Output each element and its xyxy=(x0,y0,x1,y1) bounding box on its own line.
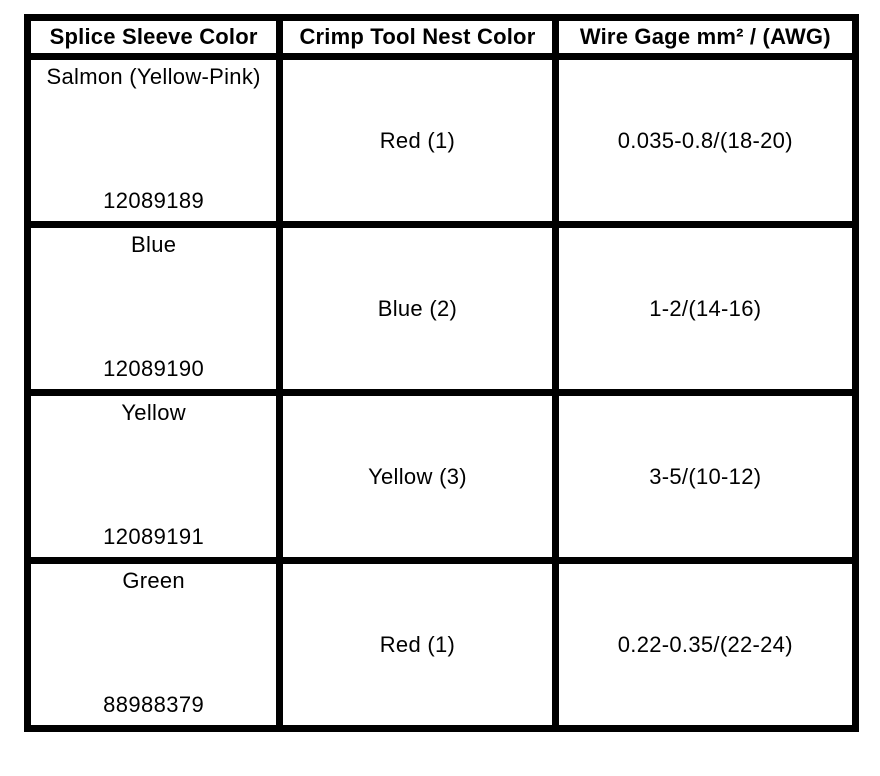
splice-sleeve-crimp-table: Splice Sleeve Color Crimp Tool Nest Colo… xyxy=(23,14,860,732)
sleeve-color-name: Salmon (Yellow-Pink) xyxy=(46,64,261,89)
sleeve-color-name: Green xyxy=(122,568,185,593)
part-number: 88988379 xyxy=(103,692,205,717)
sleeve-color-name: Blue xyxy=(131,232,177,257)
cell-wire-gage: 1-2/(14-16) xyxy=(551,221,860,396)
cell-sleeve-color: Blue 12089190 xyxy=(23,221,284,396)
table-row: Blue 12089190 Blue (2) 1-2/(14-16) xyxy=(23,221,860,396)
column-header-splice-sleeve-color: Splice Sleeve Color xyxy=(23,14,284,60)
cell-nest-color: Yellow (3) xyxy=(276,389,559,564)
sleeve-cell-stack: Blue 12089190 xyxy=(35,232,273,386)
sleeve-color-name: Yellow xyxy=(121,400,186,425)
cell-sleeve-color: Salmon (Yellow-Pink) 12089189 xyxy=(23,53,284,228)
part-number: 12089189 xyxy=(103,188,205,213)
cell-sleeve-color: Green 88988379 xyxy=(23,557,284,732)
cell-nest-color: Blue (2) xyxy=(276,221,559,396)
cell-wire-gage: 0.22-0.35/(22-24) xyxy=(551,557,860,732)
column-header-crimp-tool-nest-color: Crimp Tool Nest Color xyxy=(276,14,559,60)
table-row: Yellow 12089191 Yellow (3) 3-5/(10-12) xyxy=(23,389,860,564)
sleeve-cell-stack: Yellow 12089191 xyxy=(35,400,273,554)
table-row: Salmon (Yellow-Pink) 12089189 Red (1) 0.… xyxy=(23,53,860,228)
part-number: 12089191 xyxy=(103,524,205,549)
cell-nest-color: Red (1) xyxy=(276,557,559,732)
column-header-wire-gage: Wire Gage mm² / (AWG) xyxy=(551,14,860,60)
sleeve-cell-stack: Salmon (Yellow-Pink) 12089189 xyxy=(35,64,273,218)
cell-wire-gage: 0.035-0.8/(18-20) xyxy=(551,53,860,228)
cell-wire-gage: 3-5/(10-12) xyxy=(551,389,860,564)
part-number: 12089190 xyxy=(103,356,205,381)
cell-sleeve-color: Yellow 12089191 xyxy=(23,389,284,564)
header-row: Splice Sleeve Color Crimp Tool Nest Colo… xyxy=(23,14,860,60)
table-row: Green 88988379 Red (1) 0.22-0.35/(22-24) xyxy=(23,557,860,732)
cell-nest-color: Red (1) xyxy=(276,53,559,228)
sleeve-cell-stack: Green 88988379 xyxy=(35,568,273,722)
